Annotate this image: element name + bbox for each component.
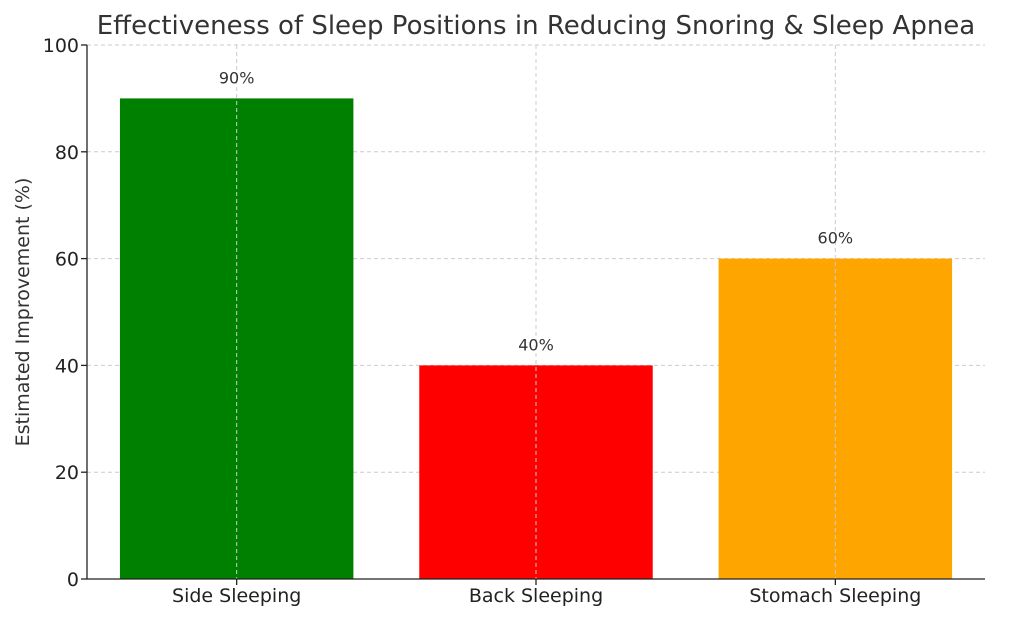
data-label: 40% [518, 335, 554, 354]
x-tick-label: Side Sleeping [172, 585, 301, 607]
y-axis-label: Estimated Improvement (%) [12, 178, 34, 447]
data-label: 90% [219, 68, 255, 87]
y-tick-label: 40 [55, 355, 79, 377]
x-tick-label: Back Sleeping [469, 585, 603, 607]
y-tick-label: 20 [55, 462, 79, 484]
y-tick-label: 100 [43, 35, 79, 57]
bar-side-sleeping [119, 98, 354, 580]
y-tick-label: 0 [67, 569, 79, 591]
x-tick-label: Stomach Sleeping [749, 585, 921, 607]
chart-title: Effectiveness of Sleep Positions in Redu… [97, 11, 976, 41]
y-tick-label: 80 [55, 142, 79, 164]
y-tick-label: 60 [55, 249, 79, 271]
data-label: 60% [818, 229, 854, 248]
